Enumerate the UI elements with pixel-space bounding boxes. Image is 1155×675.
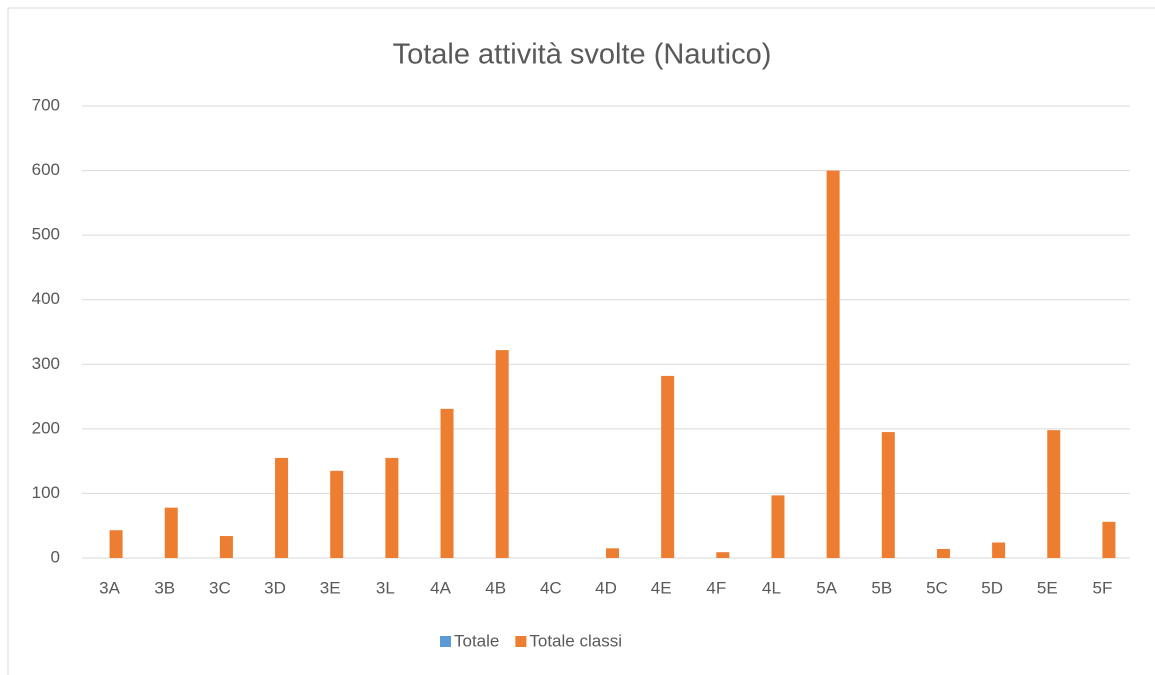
y-tick-label: 200 — [32, 418, 60, 437]
bar — [826, 170, 840, 559]
x-tick-label: 4A — [430, 578, 451, 597]
y-tick-label: 300 — [32, 354, 60, 373]
legend-swatch — [440, 636, 451, 647]
x-tick-label: 3L — [376, 578, 395, 597]
x-tick-label: 5D — [981, 578, 1003, 597]
bar — [495, 350, 509, 558]
x-tick-label: 4L — [762, 578, 781, 597]
x-tick-label: 3D — [264, 578, 286, 597]
legend-swatch — [515, 636, 527, 647]
chart-title: Totale attività svolte (Nautico) — [393, 39, 772, 71]
bar — [881, 432, 895, 558]
bar — [164, 507, 178, 558]
bar — [1102, 521, 1116, 558]
bar — [771, 495, 785, 558]
x-tick-label: 4E — [651, 578, 672, 597]
x-tick-label: 3C — [209, 578, 231, 597]
x-tick-label: 5E — [1037, 578, 1058, 597]
bar — [661, 375, 675, 558]
x-tick-label: 4F — [706, 578, 726, 597]
bar — [109, 530, 123, 558]
y-tick-label: 700 — [32, 95, 60, 114]
x-tick-label: 3E — [320, 578, 341, 597]
x-tick-label: 3A — [99, 578, 120, 597]
x-tick-label: 5A — [816, 578, 837, 597]
legend-label: Totale classi — [529, 631, 622, 650]
bar — [1047, 430, 1061, 558]
legend-label: Totale — [454, 631, 499, 650]
bar — [275, 457, 289, 558]
bar — [330, 470, 344, 558]
x-tick-label: 4C — [540, 578, 562, 597]
x-tick-label: 5C — [926, 578, 948, 597]
bar — [992, 542, 1006, 558]
y-tick-label: 500 — [32, 225, 60, 244]
x-tick-label: 4B — [485, 578, 506, 597]
bar — [606, 548, 619, 558]
y-tick-label: 0 — [51, 547, 60, 566]
bar — [716, 552, 730, 558]
y-tick-label: 400 — [32, 289, 60, 308]
bar — [936, 548, 950, 558]
x-tick-label: 5F — [1092, 578, 1112, 597]
bar — [219, 536, 233, 558]
chart-border — [7, 7, 1155, 675]
bar — [440, 408, 454, 558]
x-tick-label: 4D — [595, 578, 617, 597]
x-tick-label: 5B — [871, 578, 892, 597]
x-tick-label: 3B — [154, 578, 175, 597]
bar — [385, 457, 399, 558]
y-tick-label: 100 — [32, 483, 60, 502]
y-tick-label: 600 — [32, 160, 60, 179]
